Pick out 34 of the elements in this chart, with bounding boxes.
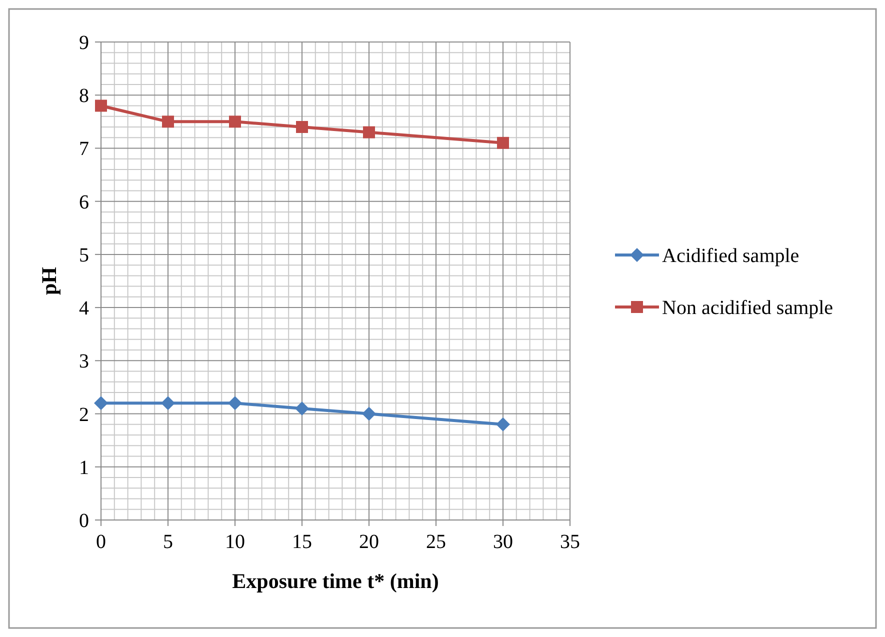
y-tick-label: 0 [79,510,89,532]
y-tick-label: 8 [79,85,89,108]
x-tick-label: 25 [426,531,446,553]
legend-label: Non acidified sample [662,297,834,319]
y-axis-title: pH [37,266,61,296]
y-tick-label: 3 [79,350,89,373]
x-tick-label: 15 [292,531,312,553]
point [162,116,174,128]
x-tick-label: 35 [560,531,580,553]
point [229,116,241,128]
legend-label: Acidified sample [662,245,800,267]
point [95,100,107,112]
y-tick-label: 6 [79,191,89,214]
x-tick-label: 5 [163,531,173,553]
y-tick-label: 1 [79,456,89,479]
y-tick-label: 7 [79,138,89,160]
x-tick-label: 10 [225,531,245,553]
y-tick-label: 4 [79,298,89,320]
point [496,417,510,432]
y-tick-label: 5 [79,244,89,266]
point [497,136,509,149]
x-axis-title: Exposure time t* (min) [232,569,439,593]
y-tick-label: 9 [79,32,89,54]
point [228,396,242,410]
point [296,120,308,133]
point [362,406,376,421]
x-tick-label: 20 [359,531,379,553]
point [161,396,175,410]
y-tick-label: 2 [79,404,89,426]
x-tick-label: 30 [493,531,513,553]
point [363,126,375,138]
point [94,396,108,410]
x-tick-label: 0 [96,531,106,553]
point [295,401,309,416]
